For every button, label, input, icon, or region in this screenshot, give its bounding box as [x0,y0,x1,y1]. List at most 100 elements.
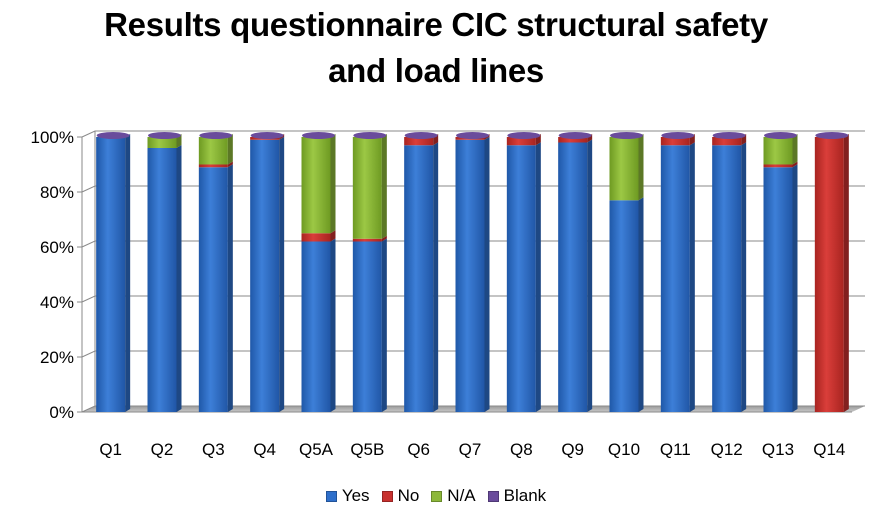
bar-segment-no [660,137,690,146]
labels-layer: 0% 20% 40% 60% 80% 100% Q1 Q2 Q3 Q4 Q5A Q5B Q6 Q7 Q8 Q9… [31,128,846,459]
bar-segment-no [404,137,434,146]
bar-stack-q5a [301,132,336,412]
bar-side-yes [587,139,593,412]
bar-top-cap [507,132,541,139]
bar-side-yes [279,136,285,412]
legend-item-yes: Yes [325,486,370,506]
bar-side-na [227,134,233,165]
bar-side-yes [176,145,182,412]
bar-stack-q2 [147,132,182,412]
legend-label: N/A [447,486,476,505]
y-tick-label: 40% [40,293,74,312]
x-tick-label: Q7 [459,440,482,459]
bar-segment-no [506,137,536,146]
bar-top-cap [815,132,849,139]
bar-top-cap [250,132,284,139]
bar-segment-yes [506,145,536,412]
bar-side-yes [638,197,644,412]
bar-top-cap [558,132,592,139]
bar-segment-yes [455,139,485,412]
y-tick-label: 60% [40,238,74,257]
bar-segment-na [301,137,331,234]
bar-side-na [792,134,798,165]
bar-segment-na [763,137,793,165]
bar-side-yes [433,142,439,412]
x-tick-label: Q5B [350,440,384,459]
x-tick-label: Q4 [253,440,276,459]
bar-side-yes [227,164,233,412]
x-tick-label: Q8 [510,440,533,459]
x-tick-label: Q1 [99,440,122,459]
legend: Yes No N/A Blank [0,486,872,507]
bar-stack-q4 [250,132,285,412]
bar-segment-na [352,137,382,239]
legend-label: Blank [503,486,547,505]
bar-stack-q7 [455,132,490,412]
bar-side-yes [484,136,490,412]
bar-segment-yes [250,139,280,412]
bar-side-na [381,134,387,239]
chart-title-line-2: and load lines [328,52,544,89]
x-tick-label: Q14 [813,440,845,459]
bar-segment-yes [609,200,639,412]
x-tick-label: Q13 [762,440,794,459]
bar-segment-no [301,233,331,242]
bar-stack-q6 [404,132,439,412]
legend-item-blank: Blank [487,486,547,506]
bar-side-no [381,235,387,242]
bar-top-cap [96,132,130,139]
legend-swatch [381,490,393,502]
x-tick-label: Q6 [407,440,430,459]
bar-stack-q8 [506,132,541,412]
bar-segment-na [198,137,228,165]
bar-segment-no [352,238,382,242]
bar-segment-yes [404,145,434,412]
bar-side-yes [792,164,798,412]
bar-top-cap [712,132,746,139]
bar-side-yes [741,142,747,412]
y-tick-label: 80% [40,183,74,202]
bar-stack-q1 [96,132,131,412]
bar-stack-q9 [558,132,593,412]
legend-item-no: No [381,486,420,506]
bar-side-no [843,134,849,412]
bar-top-cap [764,132,797,139]
y-tick-label: 100% [31,128,74,147]
chart-title-line-1: Results questionnaire CIC structural saf… [104,6,768,43]
x-tick-label: Q12 [711,440,743,459]
bar-segment-na [609,137,639,201]
bar-side-no [227,161,233,168]
bar-top-cap [456,132,489,139]
bar-segment-yes [301,241,331,412]
bar-segment-no [712,137,742,146]
bar-top-cap [404,132,438,139]
bar-segment-yes [352,241,382,412]
x-tick-label: Q11 [660,440,691,459]
bar-segment-no [763,164,793,168]
legend-label: No [397,486,420,505]
bar-segment-yes [763,167,793,412]
bar-segment-no [814,137,844,412]
bar-stack-q12 [712,132,747,412]
chart-title: Results questionnaire CIC structural saf… [0,2,872,94]
x-tick-label: Q3 [202,440,225,459]
bar-segment-yes [712,145,742,412]
bar-segment-na [147,137,177,148]
bar-side-na [330,134,336,234]
y-tick-label: 0% [49,403,74,422]
bar-side-yes [535,142,541,412]
bar-side-no [792,161,798,168]
bar-stack-q3 [198,132,233,412]
bar-segment-no [198,164,228,168]
legend-swatch [325,490,337,502]
bar-segment-yes [558,142,588,412]
bar-stack-q5b [352,132,387,412]
bar-top-cap [148,132,181,139]
bar-top-cap [661,132,695,139]
bar-side-no [330,230,336,242]
x-tick-label: Q2 [151,440,174,459]
bar-stack-q10 [609,132,644,412]
bar-stack-q11 [660,132,695,412]
x-tick-label: Q9 [561,440,584,459]
bar-segment-yes [147,148,177,412]
